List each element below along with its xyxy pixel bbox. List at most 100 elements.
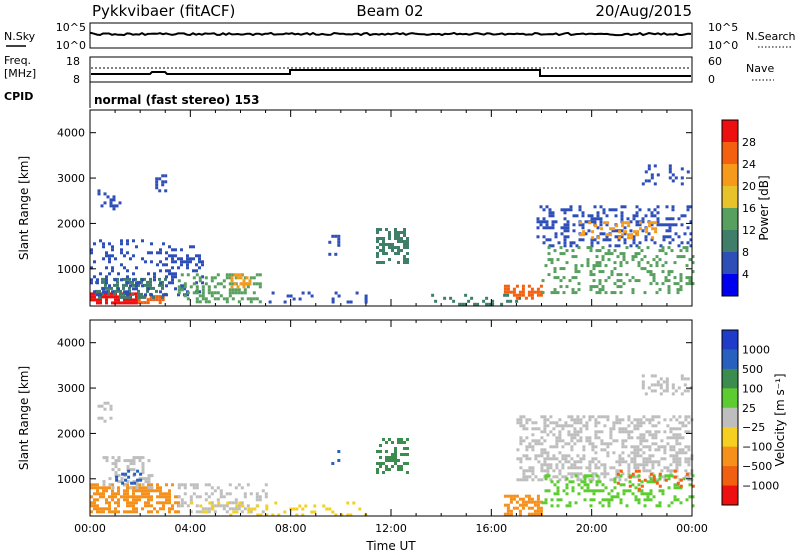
data-cell [147,251,150,255]
data-cell [546,469,550,473]
data-cell [635,244,639,248]
data-cell [675,418,679,422]
data-cell [684,430,688,434]
data-cell [626,217,630,221]
data-cell [516,478,520,482]
data-cell [621,233,625,237]
data-cell [648,457,652,461]
data-cell [123,495,126,499]
data-cell [621,445,625,449]
data-cell [90,281,93,285]
data-cell [555,463,559,467]
data-cell [256,513,260,517]
data-cell [568,501,572,505]
data-cell [672,427,676,431]
data-cell [140,292,143,296]
data-cell [583,498,587,502]
data-cell [207,507,211,511]
data-cell [631,474,635,478]
data-cell [388,459,391,462]
data-cell [669,418,673,422]
data-cell [274,501,278,505]
data-cell [138,483,141,487]
colorbar-tick-label: −25 [742,421,765,434]
data-cell [584,232,588,236]
data-cell [376,450,379,453]
data-cell [403,231,406,234]
data-cell [586,258,590,262]
data-cell [646,495,650,499]
data-cell [671,386,675,390]
data-cell [620,214,624,218]
data-cell [641,220,645,224]
data-cell [122,292,125,296]
data-cell [539,293,543,297]
data-cell [237,300,241,304]
data-cell [531,427,535,431]
data-cell [572,229,576,233]
data-cell [161,183,165,187]
data-cell [558,460,562,464]
data-cell [177,486,181,490]
x-tick-label: 04:00 [174,522,206,535]
data-cell [571,249,575,253]
data-cell [652,258,656,262]
data-cell [578,238,582,242]
data-cell [313,504,317,508]
data-cell [144,260,147,264]
data-cell [258,285,262,289]
data-cell [111,295,114,299]
data-cell [558,436,562,440]
data-cell [549,457,553,461]
data-cell [109,416,113,420]
data-cell [108,507,111,511]
data-cell [600,463,604,467]
data-cell [379,243,382,246]
data-cell [147,495,150,499]
data-cell [615,439,619,443]
data-cell [400,231,403,234]
data-cell [642,463,646,467]
data-cell [109,407,113,411]
data-cell [127,469,131,473]
data-cell [591,445,595,449]
data-cell [588,460,592,464]
data-cell [628,484,632,488]
data-cell [102,483,106,487]
data-cell [648,469,652,473]
data-cell [648,221,652,225]
data-cell [531,448,535,452]
data-cell [334,252,338,256]
data-cell [679,273,683,277]
data-cell [636,466,640,470]
data-cell [612,466,616,470]
data-cell [569,241,573,245]
data-cell [558,418,562,422]
data-cell [637,483,641,487]
data-cell [649,273,653,277]
data-cell [689,244,693,248]
data-cell [394,456,397,459]
data-cell [589,480,593,484]
data-cell [651,436,655,440]
data-region-7 [230,273,252,289]
data-cell [543,457,547,461]
data-cell [126,275,129,279]
data-cell [646,261,650,265]
data-cell [237,291,241,295]
data-cell [665,377,669,381]
data-cell [159,492,162,496]
data-cell [641,182,645,186]
data-cell [589,246,593,250]
data-region-12 [503,284,543,300]
data-cell [120,480,124,484]
data-cell [539,506,543,510]
data-cell [601,288,605,292]
colorbar-tick-label: 100 [742,382,763,395]
data-cell [174,272,177,276]
data-cell [666,469,670,473]
data-cell [207,510,211,514]
data-cell [536,290,540,294]
data-cell [144,504,147,508]
data-cell [159,501,162,505]
